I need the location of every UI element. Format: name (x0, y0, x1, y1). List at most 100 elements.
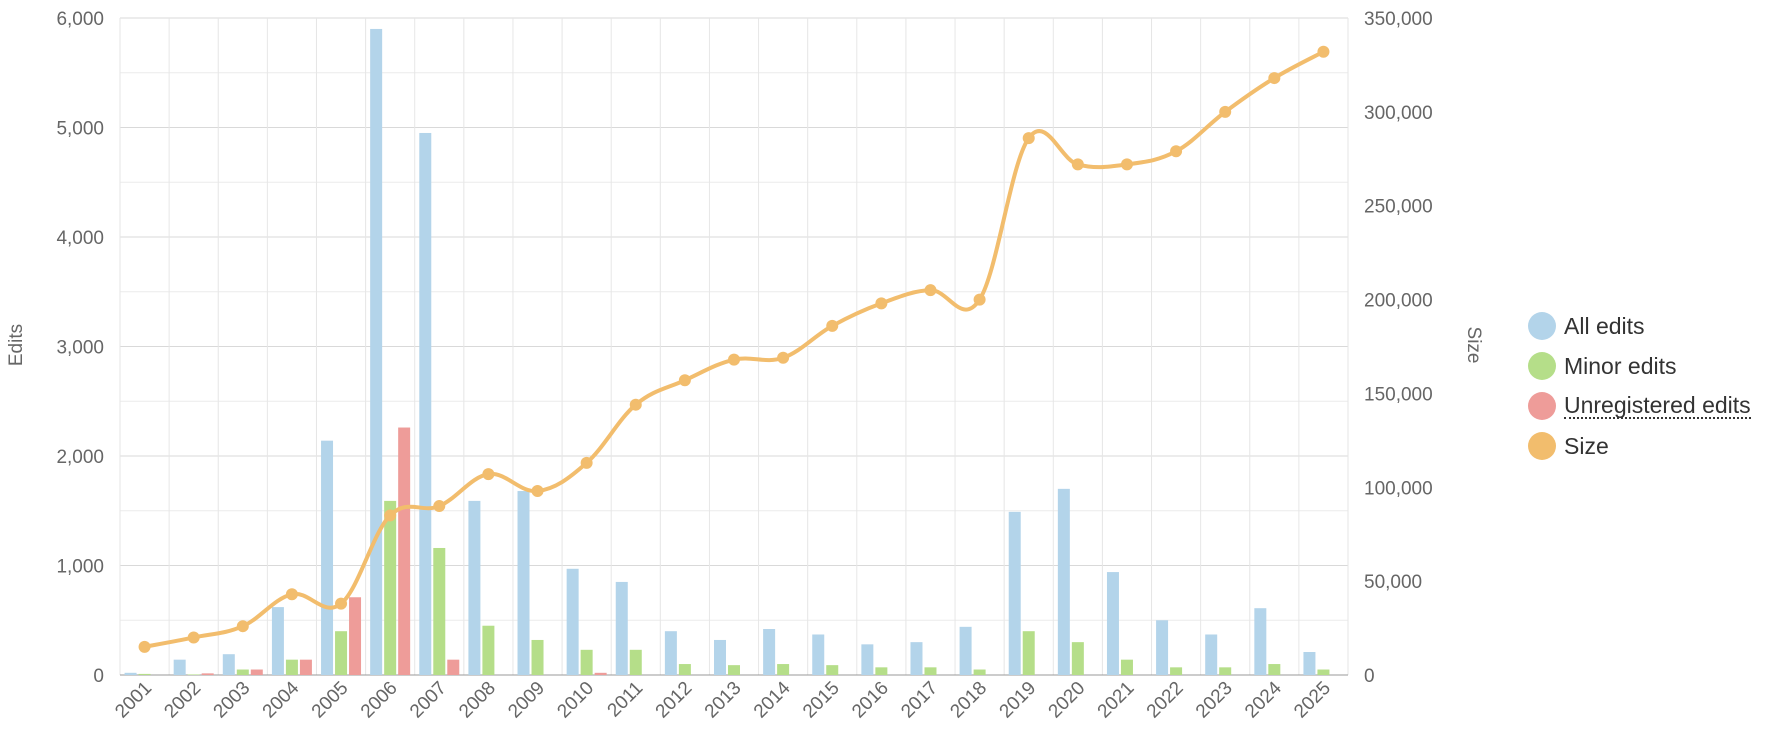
bar-minor-edits (1317, 669, 1330, 675)
right-axis-ticks: 0 50,000 100,000 150,000 200,000 250,000 300,0… (1364, 9, 1433, 687)
left-tick-label: 6,000 (56, 9, 104, 30)
x-tick-label: 2004 (259, 677, 304, 722)
x-tick-label: 2023 (1192, 678, 1237, 723)
bar-minor-edits (678, 664, 691, 675)
size-point (1219, 105, 1232, 118)
size-point (1071, 158, 1084, 171)
bar-all-edits (812, 634, 825, 675)
right-tick-label: 0 (1364, 666, 1375, 687)
bar-unregistered-edits (398, 427, 411, 675)
size-point (826, 319, 839, 332)
bar-all-edits (1106, 572, 1119, 675)
bar-all-edits (271, 607, 284, 675)
bar-all-edits (1254, 608, 1267, 675)
bar-minor-edits (236, 669, 249, 675)
x-tick-label: 2018 (946, 678, 991, 723)
bar-unregistered-edits (299, 659, 312, 675)
x-tick-label: 2020 (1045, 678, 1090, 723)
legend-label-all-edits: All edits (1564, 312, 1645, 339)
bar-minor-edits (728, 665, 740, 675)
legend-swatch-unregistered-edits (1528, 392, 1556, 420)
size-point (629, 398, 642, 411)
left-axis-title: Edits (6, 324, 27, 366)
size-point (777, 351, 790, 364)
grid-lines (119, 17, 1349, 676)
x-tick-label: 2022 (1143, 678, 1188, 723)
x-tick-label: 2024 (1241, 677, 1286, 722)
size-point (285, 588, 298, 601)
size-point (1317, 45, 1330, 58)
size-point (728, 353, 740, 366)
x-tick-label: 2014 (750, 677, 795, 722)
bar-unregistered-edits (447, 659, 460, 675)
size-point (384, 509, 397, 522)
bar-minor-edits (285, 659, 298, 675)
size-point (875, 297, 888, 310)
bar-all-edits (1008, 511, 1021, 675)
legend-item-unregistered-edits[interactable]: Unregistered edits (1528, 386, 1751, 426)
bar-minor-edits (187, 674, 200, 675)
bar-minor-edits (1170, 667, 1183, 675)
bar-all-edits (1156, 620, 1169, 675)
bar-all-edits (468, 500, 481, 675)
size-point (1120, 158, 1133, 171)
bar-minor-edits (482, 625, 495, 675)
bar-all-edits (1057, 488, 1070, 675)
bar-all-edits (1205, 634, 1218, 675)
legend-swatch-minor-edits (1528, 352, 1556, 380)
size-point (138, 640, 151, 653)
size-point (335, 597, 348, 610)
left-tick-label: 5,000 (56, 119, 104, 140)
bar-minor-edits (335, 631, 348, 675)
bar-all-edits (517, 491, 530, 675)
x-tick-label: 2010 (553, 678, 598, 723)
right-tick-label: 200,000 (1364, 291, 1433, 312)
bar-all-edits (615, 581, 628, 675)
bar-unregistered-edits (594, 672, 607, 675)
size-line-series (138, 45, 1330, 653)
bar-unregistered-edits (250, 669, 263, 675)
x-tick-label: 2007 (406, 678, 451, 723)
size-point (187, 631, 200, 644)
bar-all-edits (664, 631, 677, 675)
bar-all-edits (1303, 652, 1316, 675)
bar-minor-edits (1268, 664, 1281, 675)
bar-all-edits (714, 639, 726, 675)
bar-minor-edits (924, 667, 937, 675)
size-point (1170, 145, 1183, 158)
x-tick-label: 2015 (799, 678, 844, 723)
left-tick-label: 0 (93, 666, 104, 687)
size-point (1022, 132, 1035, 145)
size-point (924, 284, 937, 297)
x-tick-label: 2011 (604, 678, 648, 722)
legend-item-size[interactable]: Size (1528, 426, 1751, 466)
x-tick-label: 2001 (111, 678, 156, 723)
bar-all-edits (861, 644, 874, 675)
bar-all-edits (419, 132, 432, 676)
bar-all-edits (566, 568, 579, 675)
x-tick-label: 2009 (504, 678, 549, 723)
bar-all-edits (124, 672, 137, 675)
right-tick-label: 100,000 (1364, 478, 1433, 499)
bar-all-edits (910, 642, 923, 675)
left-tick-label: 2,000 (56, 447, 104, 468)
bar-unregistered-edits (349, 597, 362, 675)
x-tick-label: 2025 (1290, 678, 1335, 723)
bar-minor-edits (384, 500, 397, 675)
legend-label-size: Size (1564, 432, 1609, 459)
legend-item-all-edits[interactable]: All edits (1528, 306, 1751, 346)
left-tick-label: 1,000 (56, 557, 104, 578)
x-tick-label: 2002 (160, 678, 205, 723)
bar-all-edits (321, 440, 334, 675)
size-point (1268, 72, 1281, 85)
x-tick-label: 2021 (1094, 678, 1139, 723)
size-point (433, 500, 446, 513)
legend-label-unregistered-edits: Unregistered edits (1564, 392, 1751, 419)
right-tick-label: 150,000 (1364, 384, 1433, 405)
x-tick-label: 2017 (897, 678, 942, 723)
bar-minor-edits (138, 673, 151, 675)
x-tick-label: 2019 (996, 678, 1041, 723)
x-tick-label: 2013 (701, 678, 746, 723)
legend-item-minor-edits[interactable]: Minor edits (1528, 346, 1751, 386)
